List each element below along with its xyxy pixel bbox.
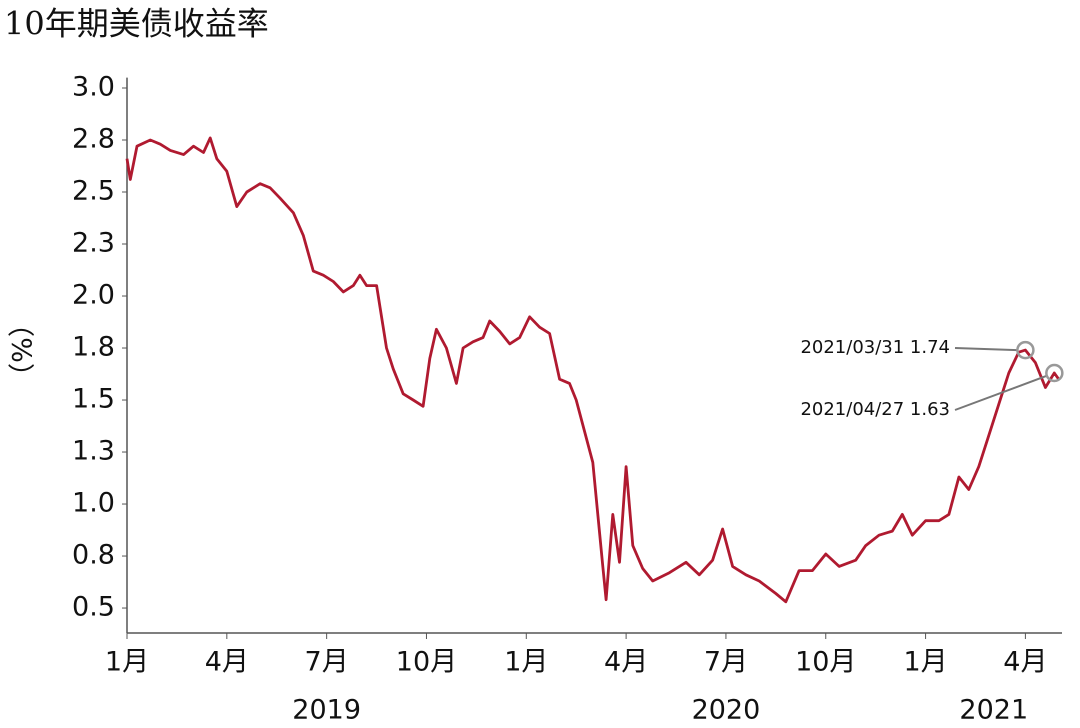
y-tick-label: 3.0 bbox=[72, 72, 115, 103]
x-tick-label: 1月 bbox=[504, 647, 548, 678]
x-tick-label: 4月 bbox=[604, 647, 648, 678]
y-tick-label: 2.3 bbox=[72, 228, 115, 259]
annotation-marker bbox=[1045, 363, 1064, 383]
x-tick-label: 10月 bbox=[396, 647, 457, 678]
annotation-marker bbox=[1016, 340, 1035, 360]
x-tick-label: 1月 bbox=[105, 647, 149, 678]
x-tick-label: 1月 bbox=[903, 647, 947, 678]
annotation-leader bbox=[954, 375, 1047, 411]
annotation-leader bbox=[954, 347, 1018, 352]
year-label: 2019 bbox=[292, 695, 361, 726]
year-label: 2020 bbox=[692, 695, 761, 726]
chart-title: 10年期美债收益率 bbox=[4, 5, 269, 43]
year-label: 2021 bbox=[959, 695, 1028, 726]
y-tick-label: 1.3 bbox=[72, 436, 115, 467]
annotation-label: 2021/03/31 1.74 bbox=[800, 337, 950, 358]
x-tick-label: 4月 bbox=[205, 647, 249, 678]
y-tick-label: 1.8 bbox=[72, 332, 115, 363]
x-tick-label: 7月 bbox=[305, 647, 349, 678]
y-tick-label: 1.0 bbox=[72, 488, 115, 519]
y-tick-label: 1.5 bbox=[72, 384, 115, 415]
y-tick-label: 0.8 bbox=[72, 540, 115, 571]
y-tick-label: 0.5 bbox=[72, 592, 115, 623]
x-tick-label: 10月 bbox=[795, 647, 856, 678]
y-axis-label: （%） bbox=[8, 310, 39, 390]
yield-line bbox=[125, 136, 1060, 604]
x-tick-label: 4月 bbox=[1003, 647, 1047, 678]
y-tick-label: 2.5 bbox=[72, 176, 115, 207]
annotation-label: 2021/04/27 1.63 bbox=[800, 399, 950, 420]
x-tick-label: 7月 bbox=[704, 647, 748, 678]
y-tick-label: 2.0 bbox=[72, 280, 115, 311]
y-tick-label: 2.8 bbox=[72, 124, 115, 155]
